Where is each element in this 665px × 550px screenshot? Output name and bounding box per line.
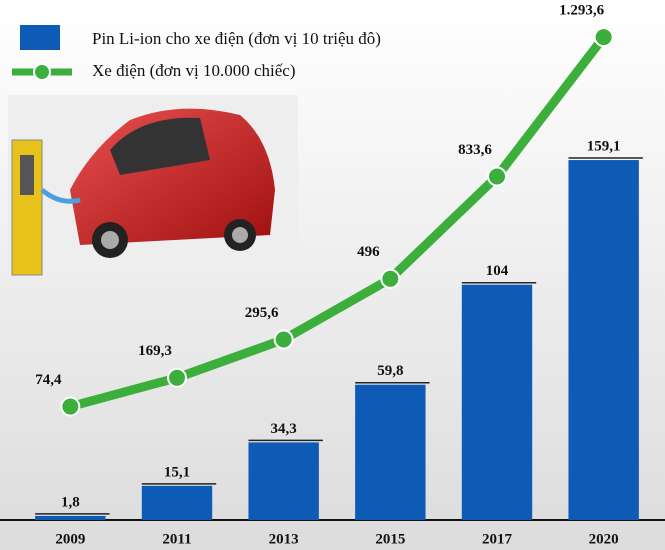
legend-label: Xe điện (đơn vị 10.000 chiếc)	[92, 61, 296, 80]
line-point	[61, 398, 79, 416]
x-tick-label: 2015	[375, 531, 405, 547]
data-label: 34,3	[271, 421, 297, 437]
data-label: 496	[357, 244, 380, 260]
data-label: 74,4	[35, 372, 62, 388]
bar	[568, 160, 638, 520]
data-label: 159,1	[587, 138, 621, 154]
bar	[462, 285, 532, 520]
line-point	[168, 369, 186, 387]
line-point	[595, 28, 613, 46]
data-label: 1.293,6	[559, 3, 605, 19]
legend-marker	[34, 64, 50, 80]
bar	[142, 486, 212, 520]
bar	[35, 516, 105, 520]
x-tick-label: 2017	[482, 531, 513, 547]
data-label: 833,6	[458, 142, 492, 158]
data-label: 295,6	[245, 305, 279, 321]
data-label: 169,3	[138, 343, 172, 359]
chart: Pin Li-ion cho xe điện (đơn vị 10 triệu …	[0, 0, 665, 550]
legend-label: Pin Li-ion cho xe điện (đơn vị 10 triệu …	[92, 29, 381, 48]
x-tick-label: 2013	[269, 531, 299, 547]
legend-swatch	[20, 25, 60, 50]
data-label: 15,1	[164, 464, 190, 480]
x-tick-label: 2011	[162, 531, 191, 547]
x-tick-label: 2020	[589, 531, 619, 547]
car-illustration	[8, 95, 298, 275]
data-label: 104	[486, 263, 509, 279]
bar	[355, 385, 425, 520]
data-label: 1,8	[61, 494, 80, 510]
line-point	[275, 331, 293, 349]
x-tick-label: 2009	[55, 531, 85, 547]
data-label: 59,8	[377, 363, 403, 379]
bar	[248, 442, 318, 520]
line-point	[488, 167, 506, 185]
line-point	[381, 270, 399, 288]
